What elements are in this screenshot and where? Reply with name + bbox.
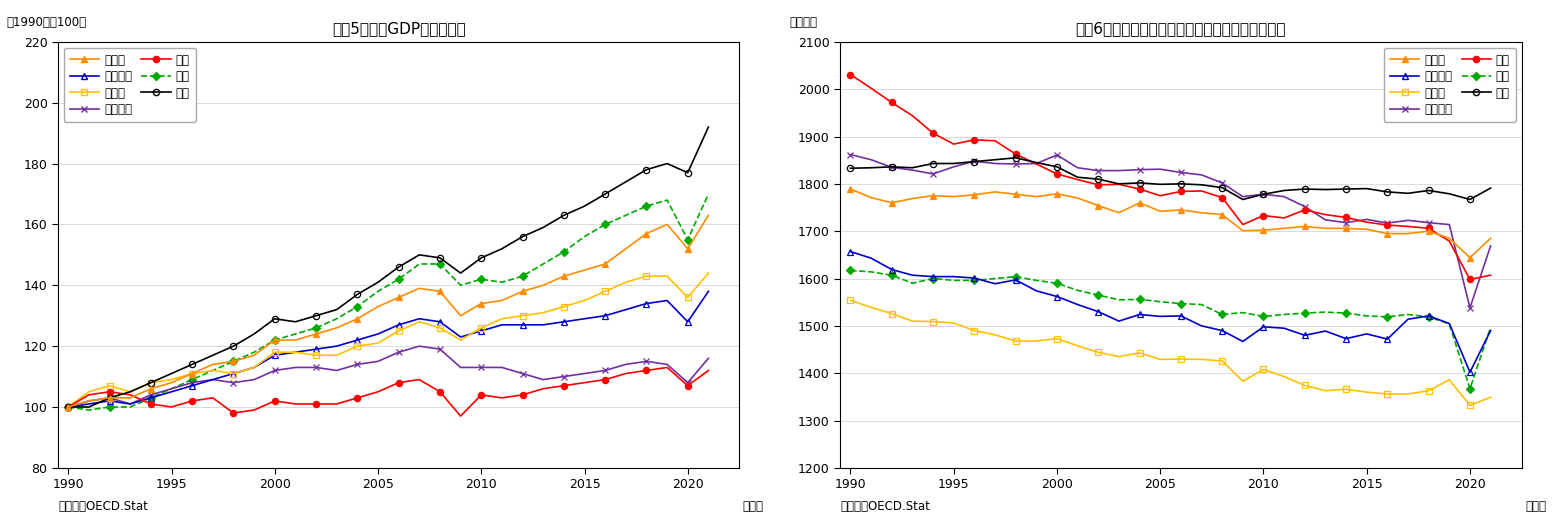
Legend: カナダ, フランス, ドイツ, イタリア, 日本, 英国, 米国: カナダ, フランス, ドイツ, イタリア, 日本, 英国, 米国	[1384, 48, 1515, 122]
Title: 図表6　年間総労働時間（一人当たり）の国際比較: 図表6 年間総労働時間（一人当たり）の国際比較	[1076, 22, 1286, 36]
Title: 図表5　実質GDPの国際比較: 図表5 実質GDPの国際比較	[331, 22, 465, 36]
Text: （1990年＝100）: （1990年＝100）	[6, 16, 87, 29]
Text: （時間）: （時間）	[789, 16, 817, 29]
Text: （資料）OECD.Stat: （資料）OECD.Stat	[58, 500, 148, 513]
Text: （年）: （年）	[1525, 500, 1546, 513]
Text: （資料）OECD.Stat: （資料）OECD.Stat	[840, 500, 929, 513]
Text: （年）: （年）	[744, 500, 764, 513]
Legend: カナダ, フランス, ドイツ, イタリア, 日本, 英国, 米国: カナダ, フランス, ドイツ, イタリア, 日本, 英国, 米国	[64, 48, 195, 122]
